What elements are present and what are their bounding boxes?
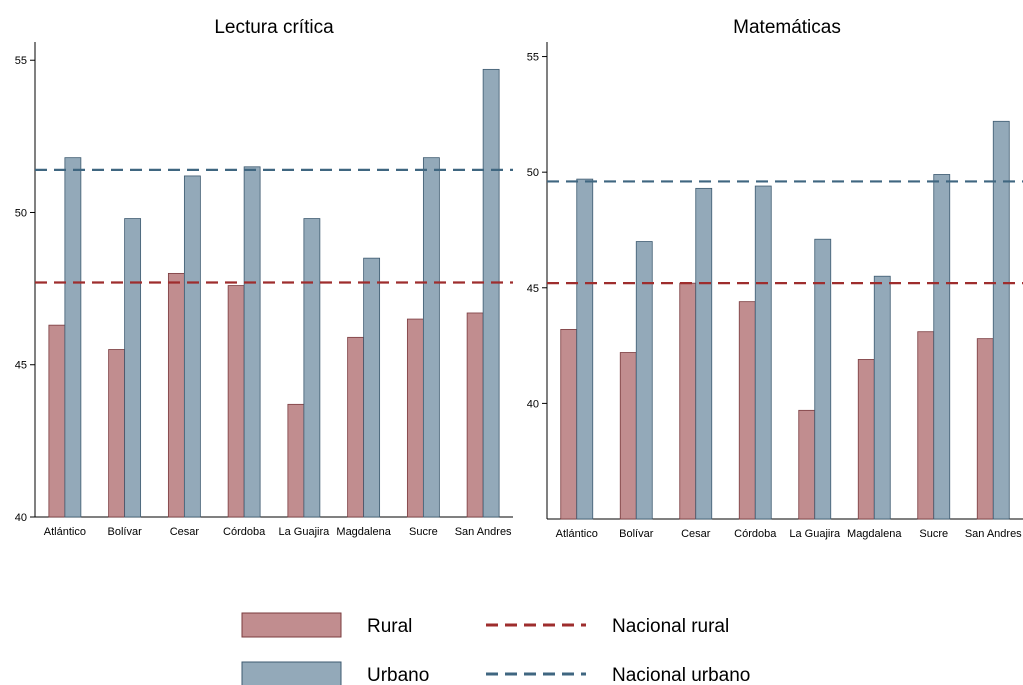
bar-rural-atlantico — [49, 325, 65, 517]
y-tick-label: 55 — [527, 52, 539, 64]
x-tick-label: Atlántico — [556, 528, 598, 540]
bar-rural-cesar — [168, 273, 184, 517]
legend-swatch-rural — [242, 613, 341, 637]
bar-rural-cordoba — [228, 286, 244, 517]
bar-urbano-san-andres — [483, 69, 499, 517]
y-tick-label: 40 — [527, 398, 539, 410]
y-tick-label: 50 — [15, 207, 27, 219]
bar-rural-bolivar — [109, 350, 125, 517]
bar-rural-la-guajira — [288, 404, 304, 517]
y-tick-label: 40 — [15, 512, 27, 524]
legend-swatch-urbano — [242, 662, 341, 685]
chart-panel-lectura-critica: Lectura crítica 40 45 50 55 Atlántico Bolívar… — [15, 17, 513, 538]
x-tick-label: Bolívar — [619, 528, 654, 540]
bar-rural-la-guajira — [799, 410, 815, 519]
legend: Rural Nacional rural Urbano Nacional urb… — [242, 613, 750, 685]
chart-title: Lectura crítica — [214, 17, 334, 38]
x-tick-label: Sucre — [919, 528, 948, 540]
x-tick-label: Atlántico — [44, 526, 86, 538]
bar-urbano-la-guajira — [304, 219, 320, 517]
y-tick-label: 50 — [527, 167, 539, 179]
bar-urbano-la-guajira — [815, 239, 831, 519]
bar-urbano-cesar — [696, 188, 712, 519]
bar-rural-bolivar — [620, 353, 636, 519]
bar-urbano-sucre — [423, 158, 439, 517]
bar-urbano-magdalena — [874, 276, 890, 519]
bar-urbano-bolivar — [125, 219, 141, 517]
bar-urbano-atlantico — [577, 179, 593, 519]
legend-label-nacional-rural: Nacional rural — [612, 616, 729, 637]
legend-label-rural: Rural — [367, 616, 412, 637]
legend-label-urbano: Urbano — [367, 665, 429, 685]
bar-rural-sucre — [407, 319, 423, 517]
x-tick-label: Sucre — [409, 526, 438, 538]
chart-panel-matematicas: Matemáticas 40 45 50 55 Atlántico Bolívar Cesa… — [527, 17, 1023, 540]
x-tick-label: San Andres — [965, 528, 1022, 540]
y-tick-label: 45 — [15, 360, 27, 372]
y-tick-label: 55 — [15, 55, 27, 67]
bar-urbano-cesar — [184, 176, 200, 517]
bar-rural-cordoba — [739, 302, 755, 519]
bar-rural-atlantico — [561, 329, 577, 519]
x-tick-label: Cesar — [170, 526, 200, 538]
x-tick-label: Magdalena — [336, 526, 391, 538]
x-tick-label: Córdoba — [223, 526, 266, 538]
x-tick-label: Cesar — [681, 528, 711, 540]
bar-urbano-magdalena — [364, 258, 380, 517]
bar-rural-magdalena — [858, 359, 874, 519]
bar-rural-magdalena — [348, 337, 364, 517]
x-tick-label: San Andres — [455, 526, 512, 538]
bar-urbano-cordoba — [244, 167, 260, 517]
chart-title: Matemáticas — [733, 17, 841, 38]
x-tick-label: Bolívar — [108, 526, 143, 538]
bar-urbano-sucre — [934, 174, 950, 519]
x-tick-label: Magdalena — [847, 528, 902, 540]
legend-label-nacional-urbano: Nacional urbano — [612, 665, 750, 685]
bar-urbano-cordoba — [755, 186, 771, 519]
bar-rural-san-andres — [977, 339, 993, 519]
bar-rural-san-andres — [467, 313, 483, 517]
x-tick-label: Córdoba — [734, 528, 777, 540]
x-tick-label: La Guajira — [789, 528, 841, 540]
x-tick-label: La Guajira — [278, 526, 330, 538]
bar-rural-sucre — [918, 332, 934, 519]
bar-urbano-atlantico — [65, 158, 81, 517]
bar-rural-cesar — [680, 283, 696, 519]
y-tick-label: 45 — [527, 283, 539, 295]
